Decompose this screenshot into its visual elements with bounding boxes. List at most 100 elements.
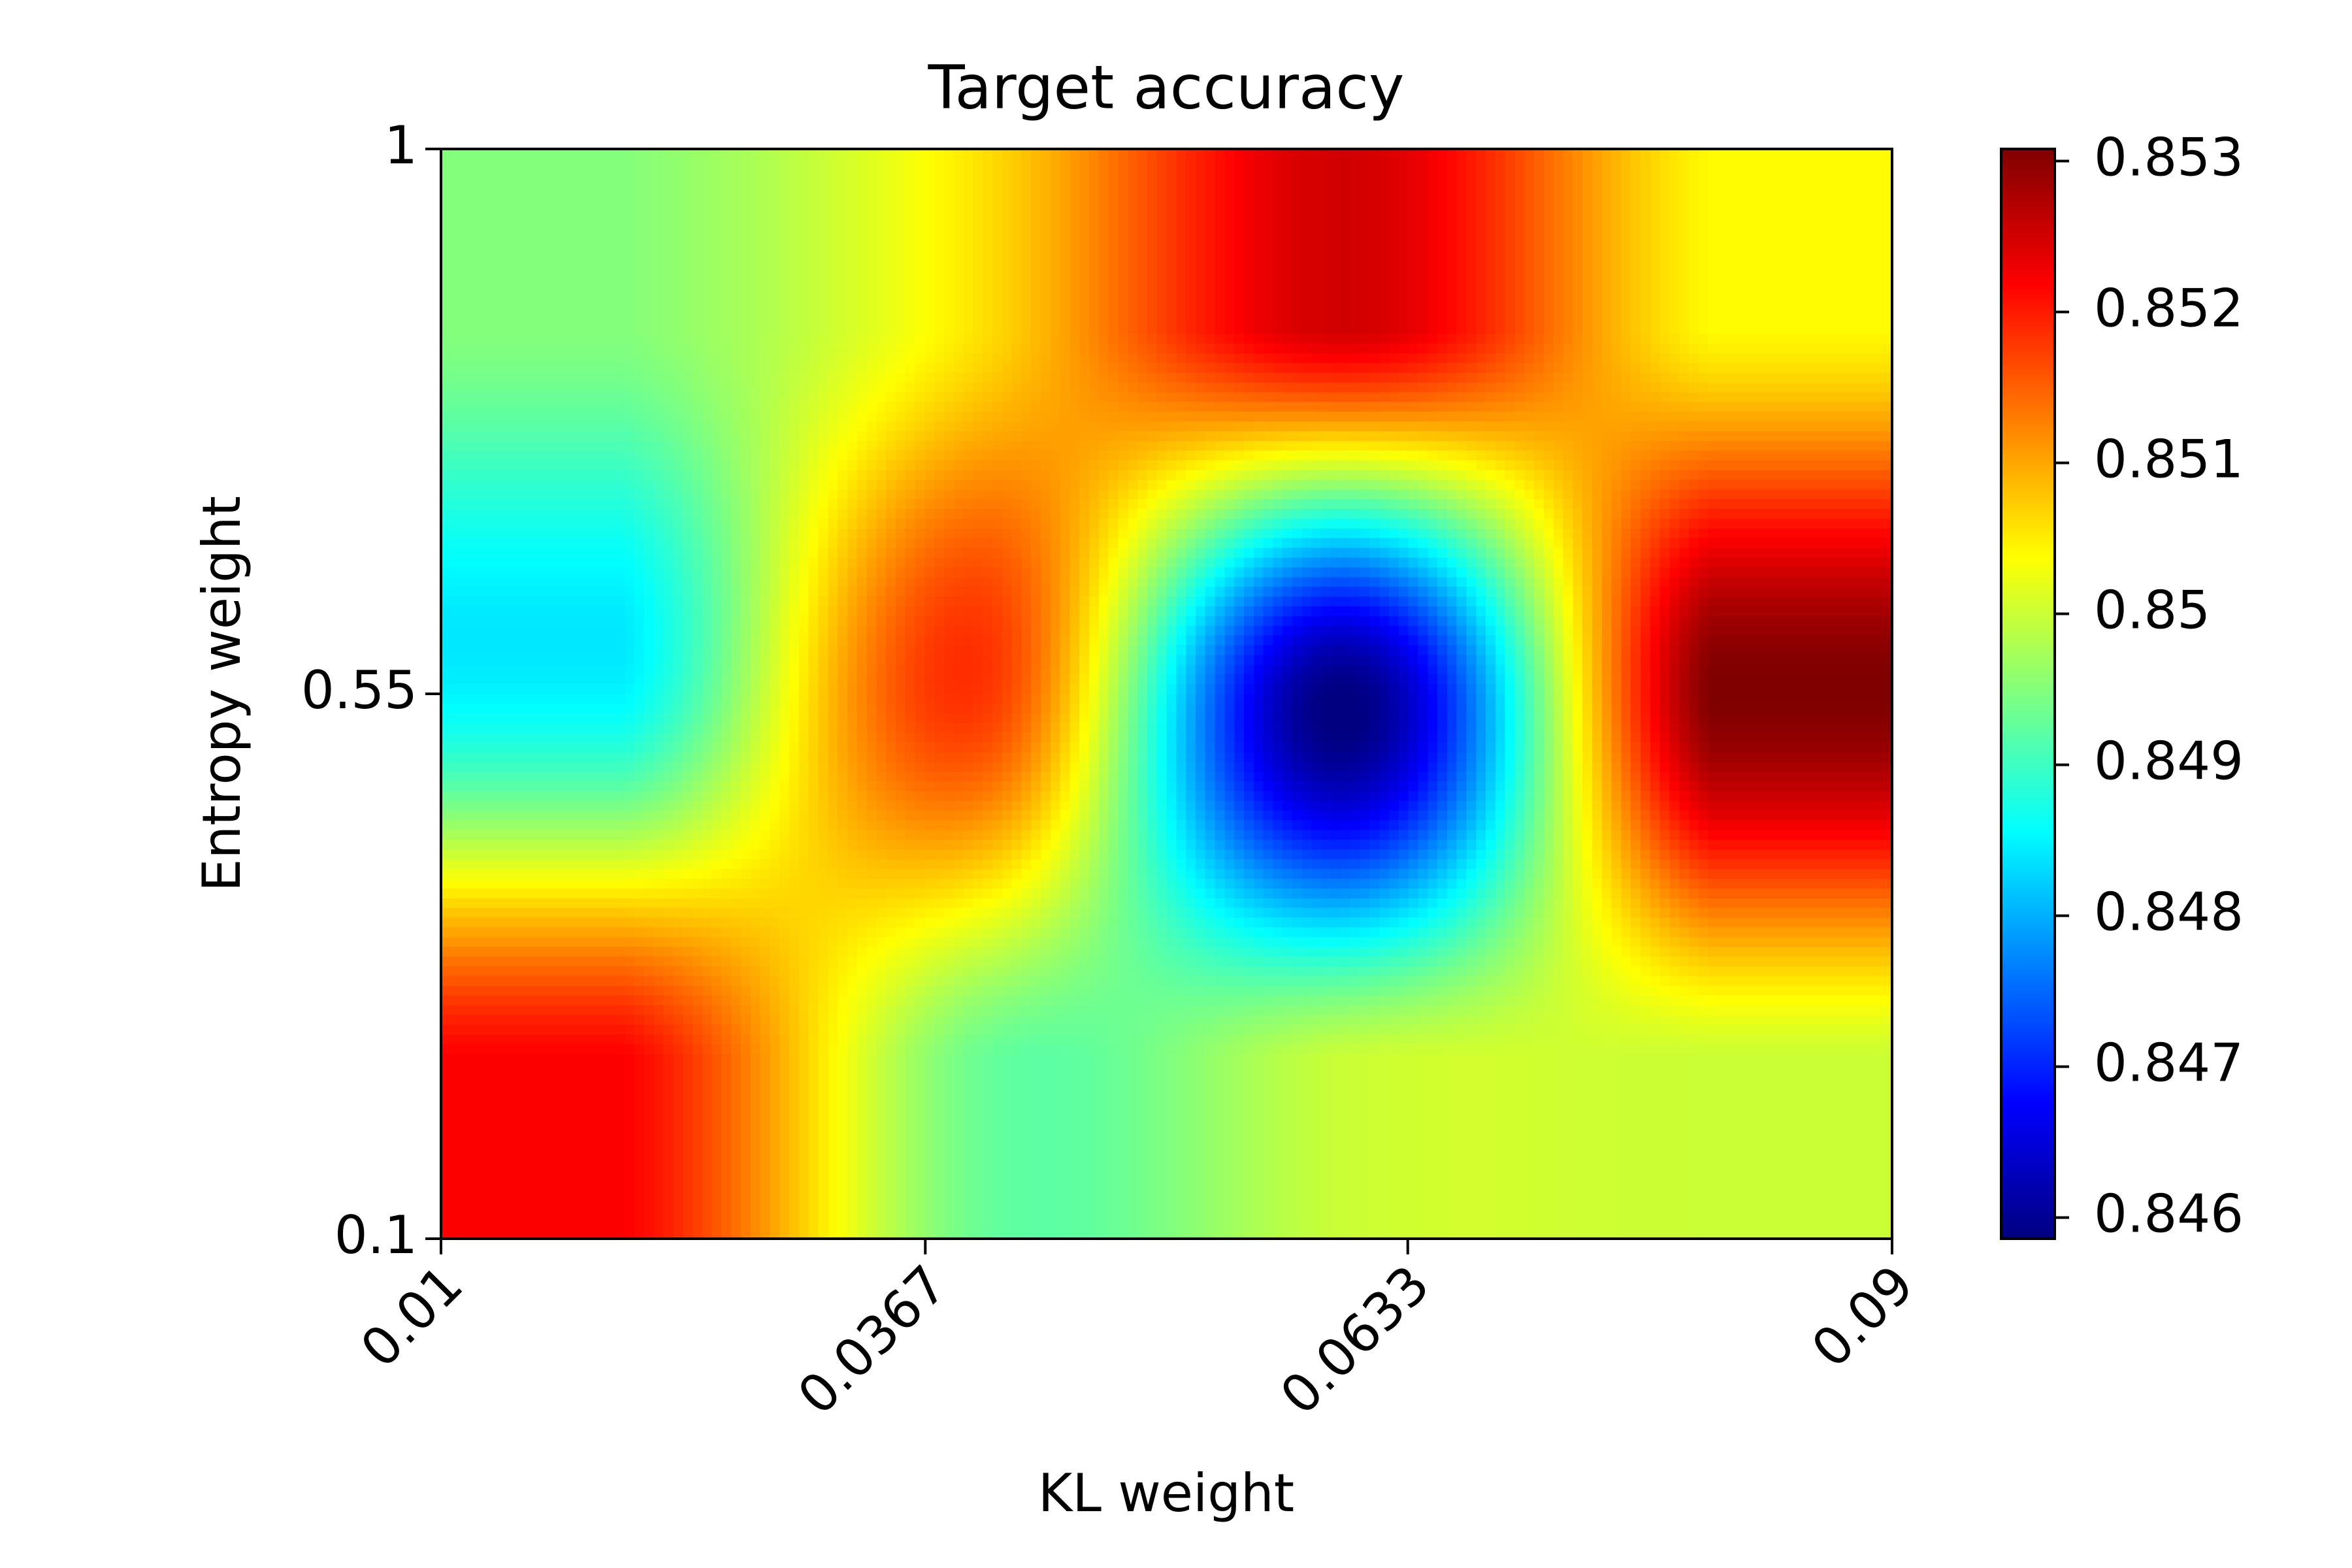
heat-cell — [566, 343, 578, 354]
heat-cell — [1505, 372, 1516, 384]
heat-cell — [1418, 295, 1429, 306]
heat-cell — [1853, 450, 1864, 461]
heat-cell — [1824, 158, 1835, 169]
heat-cell — [1486, 178, 1496, 189]
heat-cell — [1060, 237, 1071, 247]
heat-cell — [1843, 207, 1854, 218]
heat-cell — [1737, 149, 1748, 159]
heat-cell — [1524, 188, 1535, 199]
heat-cell — [1137, 412, 1148, 422]
heat-cell — [1089, 207, 1100, 218]
heat-cell — [895, 450, 906, 461]
heat-cell — [1195, 149, 1206, 159]
heat-cell — [1514, 304, 1526, 315]
heat-cell — [1070, 265, 1081, 276]
heat-cell — [1389, 402, 1399, 412]
heat-cell — [644, 343, 655, 354]
heat-cell — [943, 421, 955, 432]
heat-cell — [1379, 440, 1390, 451]
heat-cell — [470, 392, 481, 403]
heat-cell — [973, 168, 983, 179]
heat-cell — [1834, 314, 1844, 325]
heat-cell — [1631, 158, 1641, 169]
heat-cell — [750, 217, 761, 227]
heat-cell — [1766, 440, 1777, 451]
heat-cell — [1360, 421, 1371, 432]
heat-cell — [1253, 353, 1264, 364]
heat-cell — [1108, 372, 1119, 384]
heat-cell — [808, 168, 819, 179]
heat-cell — [1079, 304, 1090, 315]
heat-cell — [1601, 217, 1612, 227]
heat-cell — [818, 333, 829, 344]
heat-cell — [905, 460, 916, 471]
heat-cell — [1098, 285, 1109, 296]
heat-cell — [1679, 343, 1690, 354]
heat-cell — [1292, 217, 1303, 227]
heat-cell — [1089, 314, 1100, 325]
heat-cell — [770, 295, 781, 306]
heat-cell — [857, 178, 868, 189]
heat-cell — [1215, 158, 1226, 169]
heat-cell — [1524, 412, 1535, 422]
heat-cell — [615, 382, 626, 393]
heat-cell — [1156, 227, 1168, 237]
heat-cell — [828, 353, 838, 364]
heat-cell — [876, 217, 887, 227]
heat-cell — [1814, 333, 1825, 344]
heat-cell — [934, 333, 945, 344]
heat-cell — [1021, 392, 1032, 403]
heat-cell — [1166, 237, 1177, 247]
heat-cell — [470, 402, 481, 412]
heat-cell — [828, 324, 838, 335]
heat-cell — [731, 304, 742, 315]
heat-cell — [1263, 372, 1274, 384]
heat-cell — [953, 227, 964, 237]
heat-cell — [1379, 227, 1390, 237]
heat-cell — [895, 227, 906, 237]
heat-cell — [760, 275, 771, 286]
heat-cell — [1021, 265, 1032, 276]
heat-cell — [683, 372, 693, 384]
heat-cell — [1215, 421, 1226, 432]
heat-cell — [818, 324, 829, 335]
heat-cell — [1379, 295, 1390, 306]
heat-cell — [934, 178, 945, 189]
heat-cell — [1389, 450, 1399, 461]
heat-cell — [934, 450, 945, 461]
heat-cell — [1834, 440, 1844, 451]
heat-cell — [1553, 158, 1564, 169]
heat-cell — [1486, 333, 1496, 344]
heat-cell — [847, 255, 858, 267]
heat-cell — [1650, 363, 1661, 374]
heat-cell — [663, 382, 674, 393]
heat-cell — [1843, 353, 1854, 364]
heat-cell — [1234, 246, 1245, 257]
heat-cell — [886, 149, 896, 159]
heat-cell — [1331, 275, 1341, 286]
heat-cell — [1311, 158, 1322, 169]
heat-cell — [1650, 246, 1661, 257]
heat-cell — [1776, 255, 1786, 267]
heat-cell — [721, 431, 732, 442]
heat-cell — [557, 178, 568, 189]
heat-cell — [1011, 343, 1022, 354]
heat-cell — [1698, 421, 1709, 432]
heat-cell — [1041, 197, 1051, 208]
heat-cell — [1128, 314, 1138, 325]
heat-cell — [1795, 255, 1806, 267]
heat-cell — [1553, 363, 1564, 374]
heat-cell — [1514, 460, 1526, 471]
heat-cell — [818, 343, 829, 354]
heat-cell — [566, 392, 578, 403]
heat-cell — [683, 363, 693, 374]
heat-cell — [557, 363, 568, 374]
heat-cell — [1524, 285, 1535, 296]
heat-cell — [1195, 246, 1206, 257]
heat-cell — [1108, 382, 1119, 393]
heat-cell — [1195, 372, 1206, 384]
heat-cell — [528, 265, 538, 276]
heat-cell — [1446, 295, 1458, 306]
heat-cell — [1708, 158, 1719, 169]
heat-cell — [983, 158, 993, 169]
